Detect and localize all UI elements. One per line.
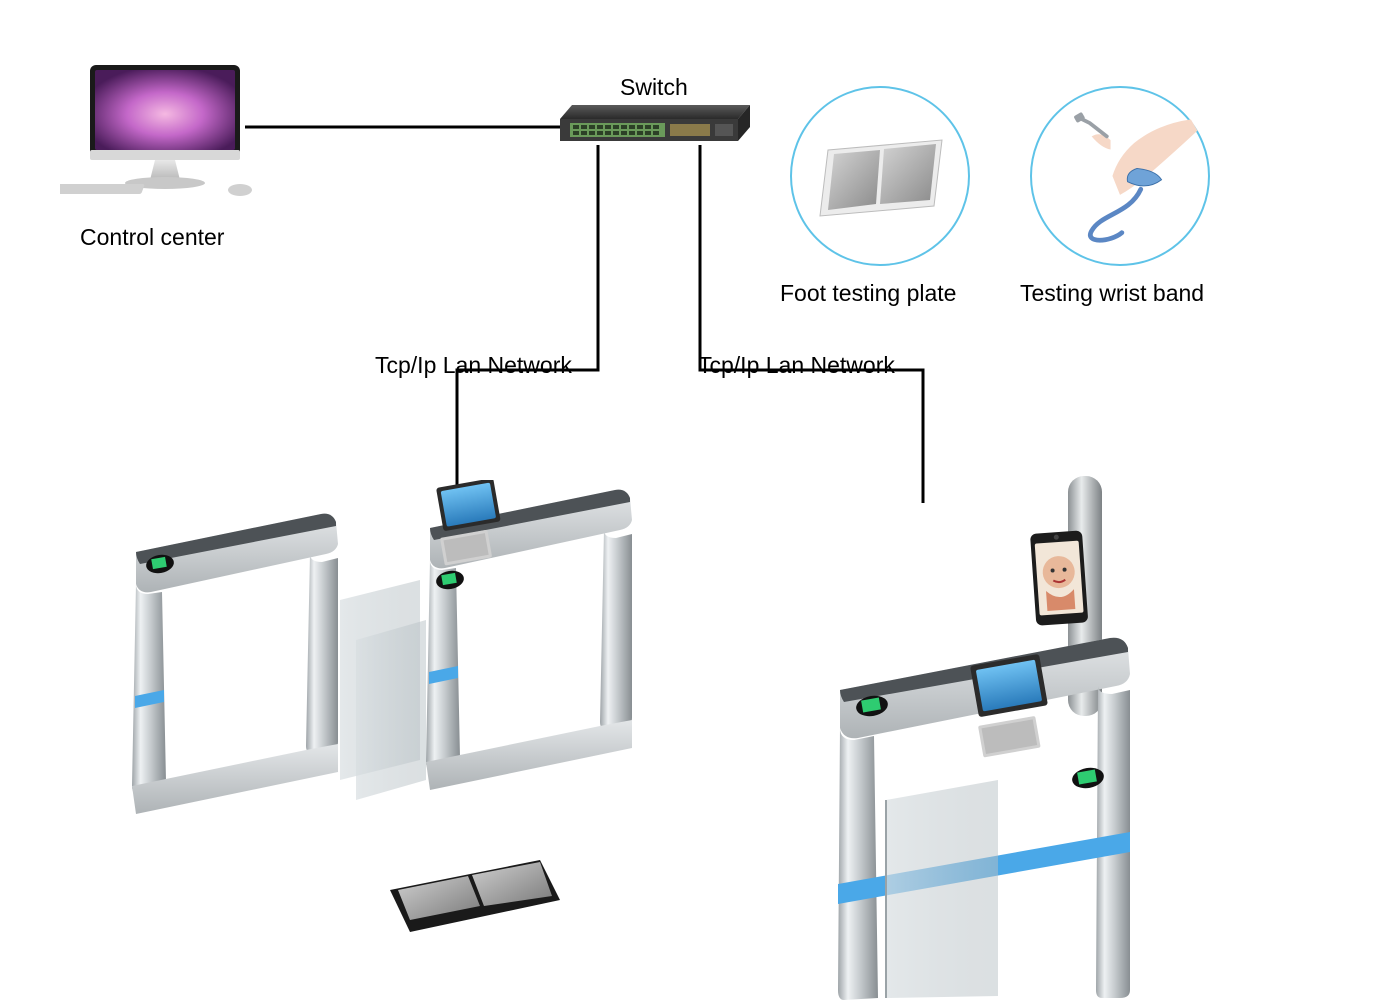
control-center-icon	[60, 60, 270, 200]
wrist-band-icon	[1030, 86, 1210, 266]
tcpip-right-label: Tcp/Ip Lan Network	[698, 352, 895, 379]
tcpip-left-label: Tcp/Ip Lan Network	[375, 352, 572, 379]
control-center-label: Control center	[80, 224, 224, 251]
foot-plate-label: Foot testing plate	[780, 280, 956, 307]
foot-plate-icon	[790, 86, 970, 266]
switch-icon	[560, 105, 750, 145]
turnstile-left-icon	[120, 480, 660, 960]
switch-label: Switch	[620, 74, 688, 101]
turnstile-right-icon	[820, 470, 1200, 1000]
wrist-band-label: Testing wrist band	[1020, 280, 1204, 307]
